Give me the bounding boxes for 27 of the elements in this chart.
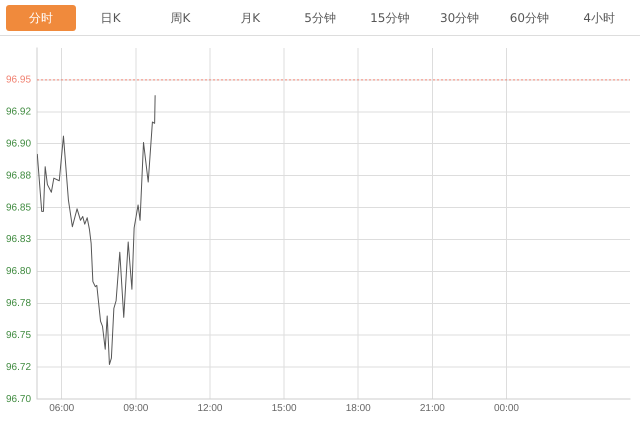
x-tick-label: 18:00 bbox=[346, 402, 372, 414]
y-tick-label: 96.78 bbox=[6, 298, 32, 310]
x-tick-label: 06:00 bbox=[49, 402, 75, 414]
y-tick-label: 96.92 bbox=[6, 106, 32, 118]
x-tick-label: 21:00 bbox=[420, 402, 446, 414]
text: 日K bbox=[100, 10, 122, 26]
x-tick-label: 09:00 bbox=[123, 402, 149, 414]
y-tick-label: 96.75 bbox=[6, 330, 32, 341]
y-tick-label: 96.95 bbox=[6, 74, 32, 86]
x-tick-label: 00:00 bbox=[494, 402, 520, 414]
y-tick-label: 96.88 bbox=[6, 170, 32, 182]
text: 周K bbox=[170, 10, 192, 26]
y-tick-label: 96.85 bbox=[6, 202, 32, 214]
text: 15分钟 bbox=[369, 10, 410, 26]
y-tick-label: 96.72 bbox=[6, 362, 32, 373]
text: 5分钟 bbox=[303, 10, 337, 26]
text: 30分钟 bbox=[438, 10, 480, 26]
x-tick-label: 12:00 bbox=[197, 402, 223, 414]
text: 4小时 bbox=[582, 10, 616, 26]
x-tick-label: 15:00 bbox=[272, 402, 298, 414]
y-tick-label: 96.80 bbox=[6, 266, 32, 278]
text: 月K bbox=[239, 10, 262, 26]
y-tick-label: 96.70 bbox=[6, 394, 32, 405]
y-tick-label: 96.83 bbox=[6, 234, 32, 246]
text: 60分钟 bbox=[508, 10, 550, 26]
y-tick-label: 96.90 bbox=[6, 138, 32, 150]
text: 分时 bbox=[6, 4, 76, 30]
